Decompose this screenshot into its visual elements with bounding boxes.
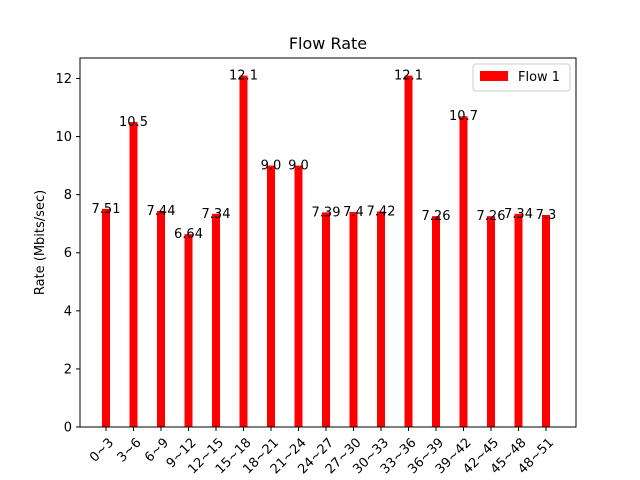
x-axis: 0~33~66~99~1212~1515~1818~2121~2424~2727… bbox=[87, 427, 557, 477]
bar-18~21 bbox=[267, 165, 275, 427]
data-labels-group: 7.51 10.5 7.44 6.64 7.34 12.1 9.0 9.0 7.39 7.4 7.4… bbox=[92, 69, 557, 243]
bar-45~48 bbox=[514, 213, 523, 427]
data-label-15~18: 12.1 bbox=[229, 69, 258, 84]
legend-frame bbox=[472, 63, 571, 92]
bar-15~18 bbox=[239, 75, 248, 428]
data-label-48~51: 7.3 bbox=[536, 208, 557, 223]
y-tick-label: 6 bbox=[64, 246, 72, 261]
data-label-6~9: 7.44 bbox=[147, 204, 176, 219]
y-tick-label: 10 bbox=[55, 130, 72, 145]
bar-21~24 bbox=[294, 165, 303, 427]
bar-42~45 bbox=[487, 216, 495, 427]
bars-group bbox=[102, 75, 550, 428]
bar-6~9 bbox=[157, 210, 165, 427]
data-label-42~45: 7.26 bbox=[477, 209, 506, 224]
bar-3~6 bbox=[129, 122, 138, 427]
x-tick-label: 0~3 bbox=[87, 435, 117, 465]
y-axis-title: Rate (Mbits/sec) bbox=[33, 190, 48, 295]
data-label-0~3: 7.51 bbox=[92, 202, 121, 217]
bar-48~51 bbox=[542, 214, 550, 427]
data-label-18~21: 9.0 bbox=[261, 159, 282, 174]
y-tick-label: 2 bbox=[64, 362, 72, 377]
legend-swatch bbox=[480, 71, 508, 81]
data-label-9~12: 6.64 bbox=[174, 227, 203, 242]
data-label-21~24: 9.0 bbox=[288, 159, 309, 174]
bar-24~27 bbox=[322, 212, 330, 427]
data-label-39~42: 10.7 bbox=[449, 109, 478, 124]
y-tick-label: 4 bbox=[64, 304, 72, 319]
data-label-3~6: 10.5 bbox=[119, 115, 148, 130]
x-tick-label: 3~6 bbox=[115, 435, 145, 465]
bar-9~12 bbox=[184, 234, 193, 427]
legend-label: Flow 1 bbox=[518, 70, 560, 85]
y-tick-label: 12 bbox=[55, 72, 72, 87]
bar-33~36 bbox=[404, 75, 413, 428]
bar-39~42 bbox=[459, 116, 468, 428]
bar-36~39 bbox=[432, 216, 440, 427]
plot-frame bbox=[79, 57, 577, 428]
y-axis: 0 2 4 6 8 10 12 bbox=[55, 72, 80, 436]
data-label-45~48: 7.34 bbox=[504, 207, 533, 222]
y-tick-label: 8 bbox=[64, 188, 72, 203]
bar-30~33 bbox=[377, 211, 385, 427]
data-label-27~30: 7.4 bbox=[343, 205, 364, 220]
data-label-36~39: 7.26 bbox=[422, 209, 451, 224]
chart-title: Flow Rate bbox=[289, 34, 367, 53]
data-label-12~15: 7.34 bbox=[202, 207, 231, 222]
data-label-24~27: 7.39 bbox=[312, 205, 341, 220]
bar-12~15 bbox=[212, 213, 220, 427]
bar-27~30 bbox=[349, 212, 358, 427]
legend: Flow 1 bbox=[472, 63, 571, 92]
data-label-33~36: 12.1 bbox=[394, 69, 423, 84]
bar-0~3 bbox=[102, 208, 110, 427]
data-label-30~33: 7.42 bbox=[367, 204, 396, 219]
y-tick-label: 0 bbox=[64, 421, 72, 436]
